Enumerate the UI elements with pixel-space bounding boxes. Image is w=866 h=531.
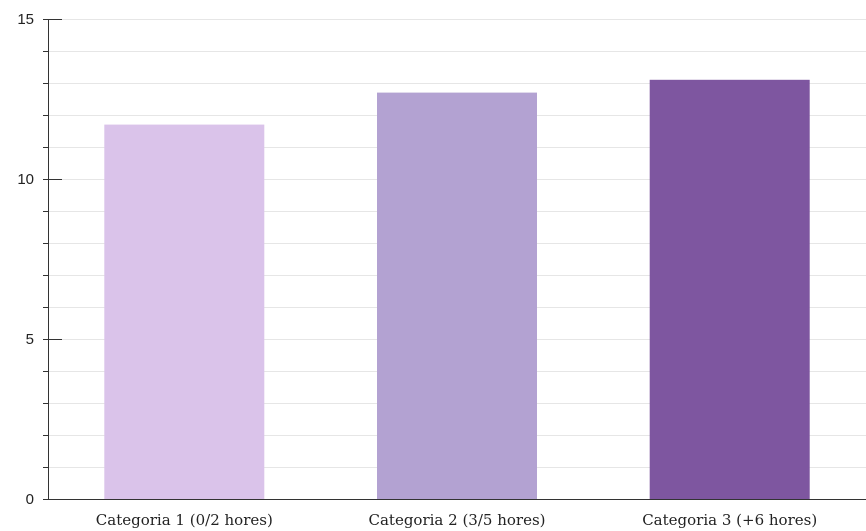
y-tick-label-10: 10 — [17, 171, 34, 188]
y-tick-labels: 0 5 10 15 — [17, 11, 34, 508]
tick-marks — [43, 19, 62, 500]
x-tick-label-categoria-1: Categoria 1 (0/2 hores) — [96, 511, 273, 529]
y-tick-label-15: 15 — [17, 11, 34, 28]
y-tick-label-5: 5 — [26, 331, 34, 348]
x-tick-labels: Categoria 1 (0/2 hores) Categoria 2 (3/5 … — [96, 511, 817, 529]
bar-categoria-3 — [649, 79, 810, 500]
y-tick-label-0: 0 — [26, 491, 34, 508]
bars — [104, 79, 810, 500]
axes — [48, 19, 866, 500]
x-tick-label-categoria-3: Categoria 3 (+6 hores) — [642, 511, 817, 529]
x-tick-label-categoria-2: Categoria 2 (3/5 hores) — [369, 511, 546, 529]
bar-categoria-2 — [377, 92, 537, 499]
bar-categoria-1 — [104, 124, 265, 499]
